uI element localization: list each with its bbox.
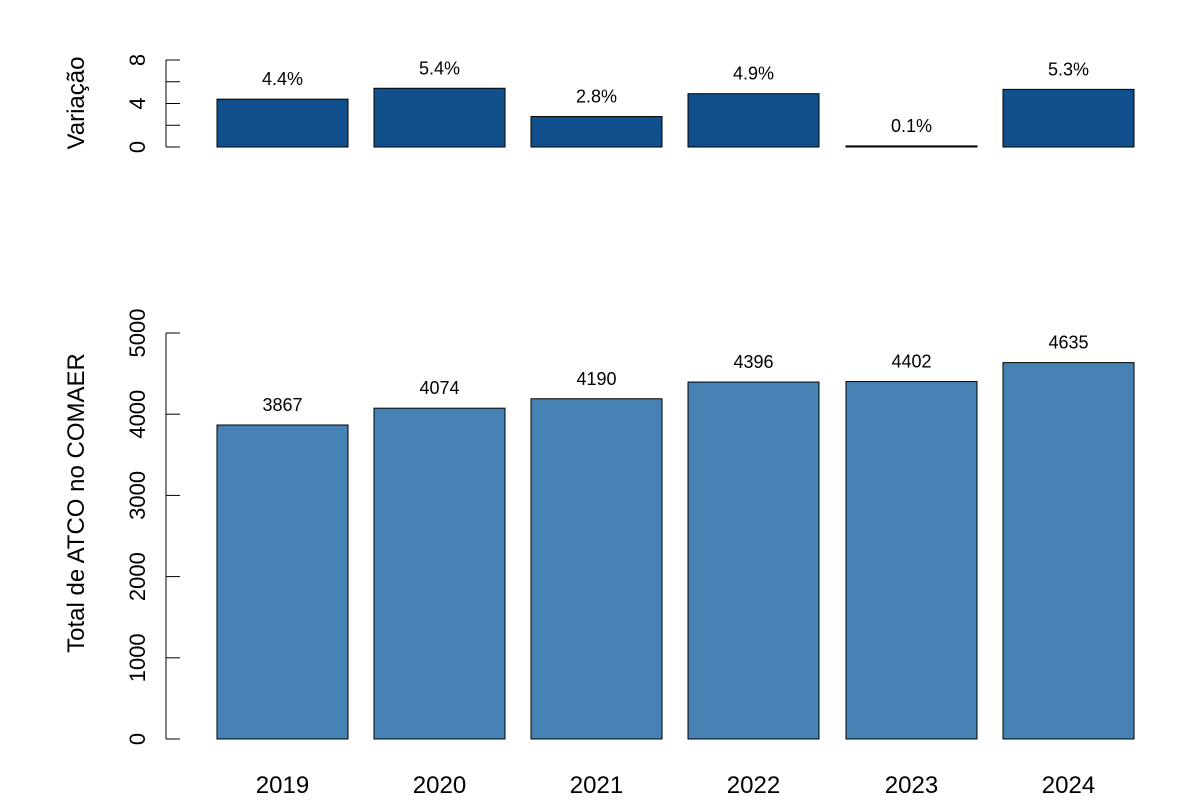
variation-panel: Variação 0 4 8 4.4% 5.4% 2.8% 4.9% 0.1% 5.3% <box>63 54 1135 153</box>
variation-data-label-2024: 5.3% <box>1048 59 1089 79</box>
variation-data-label-2021: 2.8% <box>576 87 617 107</box>
x-category-label-2022: 2022 <box>727 772 780 799</box>
total-bar-2020 <box>373 407 506 740</box>
total-data-labels: 3867 4074 4190 4396 4402 4635 <box>262 333 1088 415</box>
total-y-tick-label: 5000 <box>125 309 150 358</box>
variation-data-labels: 4.4% 5.4% 2.8% 4.9% 0.1% 5.3% <box>262 58 1089 136</box>
x-category-label-2024: 2024 <box>1042 772 1095 799</box>
total-bar-2022 <box>687 381 820 740</box>
total-bars <box>216 362 1135 740</box>
variation-bar-2019 <box>216 98 349 148</box>
total-bar-2021 <box>530 398 663 740</box>
x-category-label-2020: 2020 <box>413 772 466 799</box>
x-category-label-2019: 2019 <box>256 772 309 799</box>
total-y-ticks: 0 1000 2000 3000 4000 5000 <box>125 309 180 745</box>
variation-data-label-2022: 4.9% <box>733 64 774 84</box>
total-data-label-2019: 3867 <box>262 395 302 415</box>
x-category-label-2021: 2021 <box>570 772 623 799</box>
variation-data-label-2020: 5.4% <box>419 58 460 78</box>
variation-y-tick-label: 8 <box>125 54 150 66</box>
x-category-labels: 2019 2020 2021 2022 2023 2024 <box>256 772 1095 799</box>
total-data-label-2023: 4402 <box>891 352 931 372</box>
total-data-label-2024: 4635 <box>1048 333 1088 353</box>
variation-bar-2023 <box>845 145 978 148</box>
variation-y-tick-label: 4 <box>125 97 150 109</box>
variation-bar-2022 <box>687 93 820 148</box>
total-bar-2019 <box>216 424 349 740</box>
variation-y-ticks: 0 4 8 <box>125 54 180 153</box>
total-data-label-2021: 4190 <box>576 369 616 389</box>
total-bar-2024 <box>1002 362 1135 740</box>
total-y-tick-label: 2000 <box>125 552 150 601</box>
variation-bar-2020 <box>373 87 506 148</box>
variation-bars <box>216 87 1135 148</box>
total-y-tick-label: 3000 <box>125 471 150 520</box>
total-y-tick-label: 1000 <box>125 633 150 682</box>
total-y-axis-label: Total de ATCO no COMAER <box>63 353 90 653</box>
variation-bar-2024 <box>1002 88 1135 148</box>
total-data-label-2022: 4396 <box>733 352 773 372</box>
total-bar-2023 <box>845 381 978 740</box>
variation-y-axis-label: Variação <box>63 57 90 150</box>
variation-data-label-2023: 0.1% <box>891 116 932 136</box>
total-panel: Total de ATCO no COMAER 0 1000 2000 3000 400… <box>63 309 1135 799</box>
total-data-label-2020: 4074 <box>419 378 459 398</box>
total-y-tick-label: 4000 <box>125 390 150 439</box>
total-y-tick-label: 0 <box>125 733 150 745</box>
variation-data-label-2019: 4.4% <box>262 69 303 89</box>
variation-bar-2021 <box>530 116 663 148</box>
x-category-label-2023: 2023 <box>885 772 938 799</box>
variation-y-tick-label: 0 <box>125 141 150 153</box>
